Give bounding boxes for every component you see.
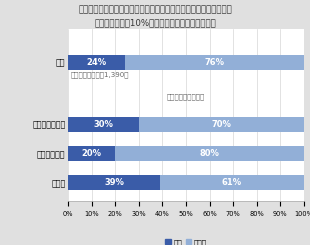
Bar [68,146,115,161]
Bar [139,117,304,132]
Bar [68,175,160,190]
Text: 20%: 20% [82,149,102,158]
Text: 24%: 24% [86,58,107,67]
Text: （テレワーク比10%以上の労働者に対する設問）: （テレワーク比10%以上の労働者に対する設問） [94,18,216,27]
Legend: はい, いいえ: はい, いいえ [162,236,210,245]
Bar [115,146,304,161]
Bar [68,117,139,132]
Text: （以下、住居種別）: （以下、住居種別） [167,94,205,100]
Bar [68,55,125,70]
Text: 80%: 80% [200,149,219,158]
Text: 76%: 76% [204,58,224,67]
Text: 今後もテレワークを行う場合、今の家から住み替えを検討したいか: 今後もテレワークを行う場合、今の家から住み替えを検討したいか [78,5,232,14]
Text: 30%: 30% [94,120,113,129]
Text: （実サンプル数：1,390）: （実サンプル数：1,390） [71,72,129,78]
Text: 61%: 61% [222,178,242,187]
Bar [125,55,304,70]
Bar [160,175,304,190]
Text: 70%: 70% [211,120,231,129]
Text: 39%: 39% [104,178,124,187]
